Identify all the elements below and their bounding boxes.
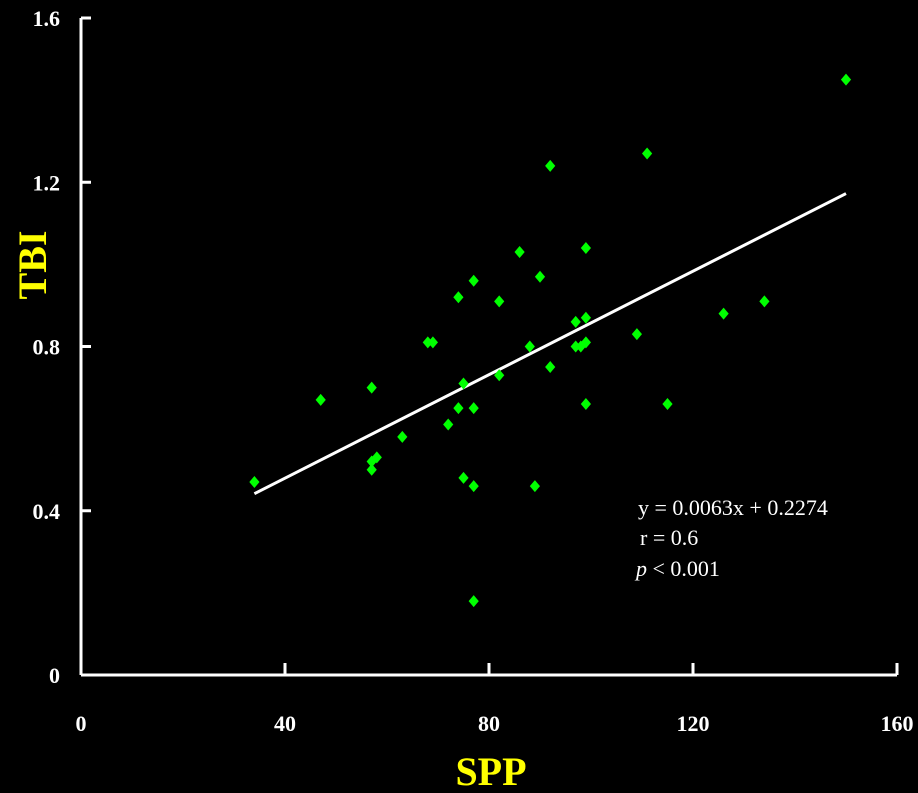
x-tick-label: 120 (677, 711, 710, 736)
x-tick-label: 160 (881, 711, 914, 736)
data-point (840, 73, 852, 86)
data-point (494, 295, 505, 308)
p-value-text: < 0.001 (647, 556, 720, 581)
data-point (458, 377, 469, 390)
data-point (759, 295, 770, 308)
data-point (366, 381, 377, 394)
data-point (371, 451, 382, 464)
data-point (468, 274, 479, 287)
data-point (642, 147, 653, 160)
data-point (427, 336, 438, 349)
data-point (524, 340, 535, 353)
data-point (545, 159, 556, 172)
x-tick-label: 80 (478, 711, 500, 736)
data-point (249, 476, 260, 489)
x-tick-label: 0 (76, 711, 87, 736)
x-tick-label: 40 (274, 711, 296, 736)
data-point (468, 480, 479, 493)
data-point (453, 291, 464, 304)
y-tick-label: 0.8 (33, 335, 61, 360)
data-point (580, 241, 591, 254)
data-point (580, 336, 591, 349)
data-point (718, 307, 729, 320)
data-point (514, 246, 525, 259)
data-point (580, 397, 591, 410)
data-point (397, 430, 408, 443)
data-point (534, 270, 546, 283)
data-point (662, 397, 673, 410)
y-axis-title: TBI (10, 231, 55, 300)
correlation-r: r = 0.6 (640, 525, 698, 550)
trendline (253, 192, 847, 496)
data-point (366, 463, 377, 476)
data-points (249, 73, 852, 608)
data-point (575, 340, 586, 353)
y-tick-label: 1.6 (33, 6, 61, 31)
data-point (494, 369, 505, 382)
data-point (545, 361, 556, 374)
data-point (580, 311, 591, 324)
y-tick-label: 0 (49, 663, 60, 688)
data-point (443, 418, 454, 431)
data-point (315, 393, 326, 406)
trendline-equation: y = 0.0063x + 0.2274 (638, 495, 828, 520)
x-axis-title: SPP (455, 749, 526, 793)
data-point (631, 328, 642, 341)
data-point (468, 595, 479, 608)
tick-labels: 0 40 80 120 160 0 0.4 0.8 1.2 1.6 (33, 6, 914, 736)
data-point (468, 402, 479, 415)
data-point (570, 315, 581, 328)
p-value-symbol: p (634, 556, 647, 581)
data-point (458, 471, 469, 484)
data-point (529, 480, 540, 493)
data-point (453, 402, 464, 415)
p-value: p < 0.001 (634, 556, 720, 581)
trendline-layer (253, 192, 847, 496)
y-tick-label: 0.4 (33, 499, 61, 524)
axes (79, 16, 899, 677)
y-tick-label: 1.2 (33, 170, 61, 195)
